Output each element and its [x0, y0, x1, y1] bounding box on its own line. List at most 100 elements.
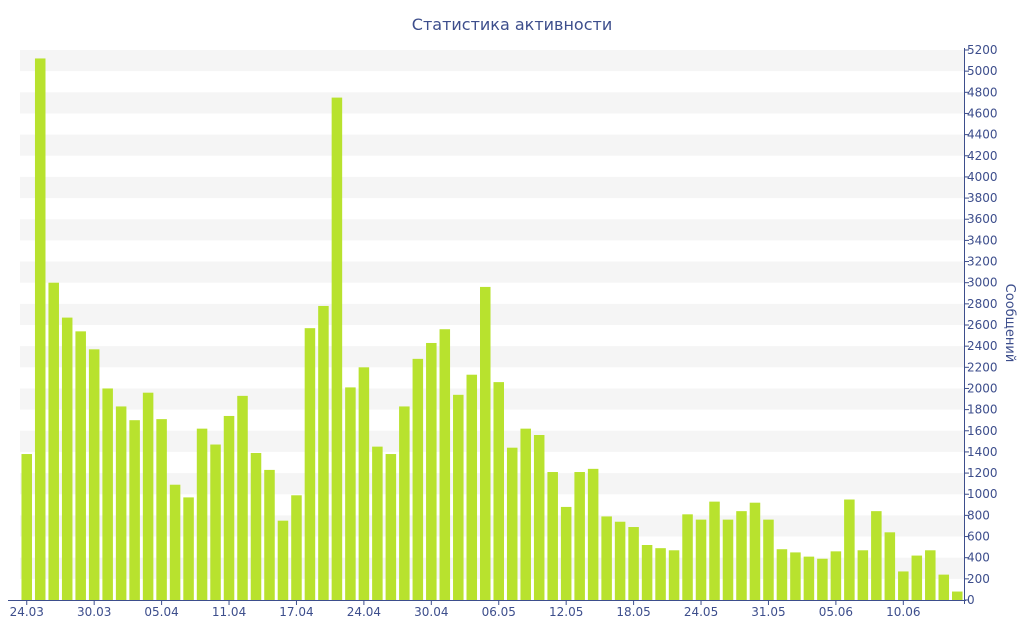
bar	[399, 406, 410, 600]
y-tick-label: 2400	[967, 339, 998, 353]
bar	[142, 392, 154, 600]
bar	[952, 591, 963, 600]
bar	[628, 527, 639, 600]
bar	[183, 497, 194, 600]
bar	[871, 511, 882, 600]
y-tick-label: 2600	[967, 318, 998, 332]
bar	[453, 394, 464, 600]
y-tick-label: 1200	[967, 466, 998, 480]
bar	[372, 446, 383, 600]
bar	[547, 472, 558, 600]
x-tick-label: 18.05	[616, 605, 650, 619]
bar	[776, 549, 788, 600]
bar	[749, 502, 761, 600]
x-tick-label: 12.05	[549, 605, 583, 619]
bars-group	[21, 58, 963, 600]
bar	[412, 358, 424, 600]
bar	[277, 520, 289, 600]
x-tick-label: 30.03	[77, 605, 111, 619]
x-tick-label: 17.04	[279, 605, 313, 619]
bar	[668, 550, 680, 600]
x-tick-label: 06.05	[482, 605, 516, 619]
y-tick-label: 4000	[967, 170, 998, 184]
y-tick-label: 1000	[967, 487, 998, 501]
bar	[682, 514, 693, 600]
y-tick-label: 5200	[967, 43, 998, 57]
bar	[318, 305, 329, 600]
y-tick-label: 5000	[967, 64, 998, 78]
y-tick-label: 3600	[967, 212, 998, 226]
y-tick-label: 2200	[967, 360, 998, 374]
bar	[331, 97, 343, 600]
grid-band	[20, 430, 964, 452]
bar	[844, 499, 855, 600]
y-axis-title: Сообщений	[1002, 284, 1017, 363]
bar	[601, 516, 612, 600]
tick-labels-group: 0 200 400 600 800 1000 1200 1400 1600 1800 2000 220…	[10, 43, 998, 619]
bar	[223, 415, 235, 600]
x-tick-label: 11.04	[212, 605, 246, 619]
bar	[156, 419, 167, 600]
bar	[264, 469, 275, 600]
y-tick-label: 0	[967, 593, 975, 607]
x-tick-label: 24.03	[10, 605, 44, 619]
bar	[884, 532, 896, 600]
bar	[34, 58, 46, 600]
x-tick-label: 30.04	[414, 605, 448, 619]
bar	[426, 342, 437, 600]
bar	[237, 395, 248, 600]
y-tick-label: 3800	[967, 191, 998, 205]
bar	[304, 328, 316, 600]
bar	[574, 472, 585, 600]
x-tick-label: 31.05	[751, 605, 785, 619]
grid-bands	[20, 50, 964, 579]
y-tick-label: 800	[967, 508, 990, 522]
y-tick-label: 2800	[967, 297, 998, 311]
bar	[169, 484, 181, 600]
bar	[709, 501, 720, 600]
bar	[250, 452, 262, 600]
bar	[48, 282, 59, 600]
bar	[925, 550, 936, 600]
y-tick-label: 3400	[967, 233, 998, 247]
x-tick-label: 24.05	[684, 605, 718, 619]
grid-band	[20, 176, 964, 199]
bar	[655, 548, 666, 600]
y-tick-label: 1600	[967, 424, 998, 438]
bar	[587, 468, 599, 600]
y-tick-label: 1800	[967, 403, 998, 417]
bar	[911, 555, 923, 600]
bar	[358, 367, 370, 600]
bar	[695, 519, 707, 600]
bar	[439, 329, 451, 600]
grid-band	[20, 303, 964, 325]
bar	[61, 317, 73, 600]
bar	[75, 331, 86, 600]
bar	[803, 556, 815, 600]
y-tick-label: 2000	[967, 381, 998, 395]
bar	[857, 550, 869, 600]
bar	[345, 387, 356, 600]
bar	[830, 551, 842, 600]
bar	[938, 574, 950, 600]
bar	[506, 447, 518, 600]
bar	[129, 420, 140, 600]
bar	[763, 519, 774, 600]
grid-band	[20, 261, 964, 283]
bar	[385, 454, 397, 600]
bar	[614, 521, 626, 600]
bar	[641, 545, 653, 600]
x-tick-label: 24.04	[347, 605, 381, 619]
bar	[898, 571, 909, 600]
bar	[736, 511, 747, 600]
grid-band	[20, 219, 964, 241]
axes-group	[8, 48, 969, 605]
y-tick-label: 3200	[967, 255, 998, 269]
bar	[560, 506, 572, 600]
grid-band	[20, 134, 964, 156]
y-tick-label: 600	[967, 530, 990, 544]
bar	[817, 558, 828, 600]
bar	[533, 435, 545, 600]
